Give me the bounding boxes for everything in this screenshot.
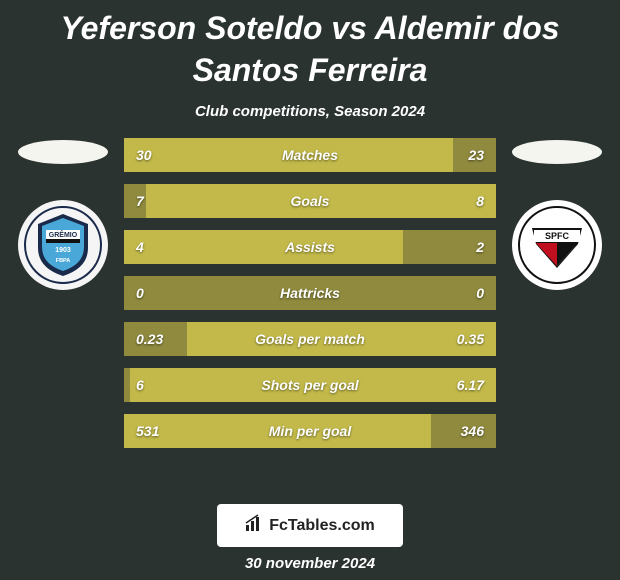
stat-left-value: 6 <box>136 377 144 393</box>
spfc-crest-label: SPFC <box>545 231 570 241</box>
stat-left-value: 7 <box>136 193 144 209</box>
spfc-crest-icon: SPFC <box>518 206 596 284</box>
subtitle: Club competitions, Season 2024 <box>0 103 620 120</box>
stats-panel: 30 Matches 23 7 Goals 8 4 Assists 2 0 Hattricks 0 0.… <box>118 138 502 448</box>
brand-badge: FcTables.com <box>217 504 403 547</box>
stat-row: 4 Assists 2 <box>124 230 496 264</box>
gremio-crest-icon: GRÊMIO 1903 FBPA <box>24 206 102 284</box>
chart-icon <box>245 514 263 537</box>
stat-label: Min per goal <box>269 423 351 439</box>
stat-right-value: 0.35 <box>457 331 484 347</box>
stat-right-value: 346 <box>461 423 484 439</box>
svg-text:FBPA: FBPA <box>56 258 71 264</box>
stat-row: 531 Min per goal 346 <box>124 414 496 448</box>
stat-row: 6 Shots per goal 6.17 <box>124 368 496 402</box>
team-right-crest: SPFC <box>512 200 602 290</box>
page-title: Yeferson Soteldo vs Aldemir dos Santos F… <box>0 0 620 91</box>
player-left-column: GRÊMIO 1903 FBPA <box>8 138 118 290</box>
stat-left-value: 531 <box>136 423 159 439</box>
player-right-column: SPFC <box>502 138 612 290</box>
stat-left-value: 30 <box>136 147 152 163</box>
stat-row: 30 Matches 23 <box>124 138 496 172</box>
team-left-crest: GRÊMIO 1903 FBPA <box>18 200 108 290</box>
stat-row: 7 Goals 8 <box>124 184 496 218</box>
stat-right-value: 6.17 <box>457 377 484 393</box>
stat-label: Hattricks <box>280 285 340 301</box>
gremio-crest-label: GRÊMIO <box>49 230 78 239</box>
player-right-head-placeholder <box>512 140 602 164</box>
stat-row: 0 Hattricks 0 <box>124 276 496 310</box>
stat-label: Shots per goal <box>261 377 358 393</box>
player-left-head-placeholder <box>18 140 108 164</box>
stat-label: Matches <box>282 147 338 163</box>
stat-left-value: 0 <box>136 285 144 301</box>
stat-right-value: 8 <box>476 193 484 209</box>
stat-row: 0.23 Goals per match 0.35 <box>124 322 496 356</box>
footer-date: 30 november 2024 <box>245 555 375 572</box>
stat-left-value: 4 <box>136 239 144 255</box>
stat-right-value: 0 <box>476 285 484 301</box>
brand-text: FcTables.com <box>269 517 375 535</box>
stat-right-value: 23 <box>468 147 484 163</box>
stat-right-value: 2 <box>476 239 484 255</box>
stat-left-value: 0.23 <box>136 331 163 347</box>
svg-text:1903: 1903 <box>55 247 71 254</box>
stat-label: Goals <box>291 193 330 209</box>
stat-label: Goals per match <box>255 331 365 347</box>
stat-label: Assists <box>285 239 335 255</box>
